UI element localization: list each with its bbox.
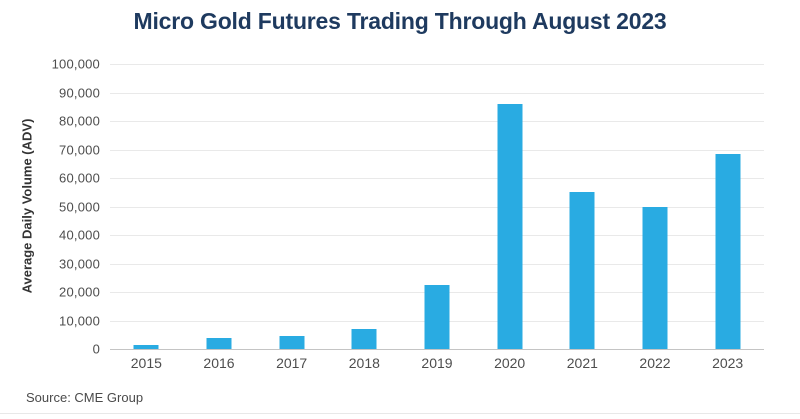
gridline-60000: [110, 178, 764, 179]
x-tick-2018: 2018: [348, 355, 380, 371]
gridline-80000: [110, 121, 764, 122]
y-tick-0: 0: [92, 341, 100, 357]
bar-2020: [497, 103, 523, 349]
x-tick-2015: 2015: [130, 355, 162, 371]
y-tick-90000: 90,000: [59, 85, 100, 100]
x-tick-2017: 2017: [276, 355, 308, 371]
y-tick-60000: 60,000: [59, 170, 100, 186]
y-tick-100000: 100,000: [51, 56, 100, 72]
x-tick-2022: 2022: [639, 355, 671, 371]
y-tick-40000: 40,000: [59, 227, 100, 243]
x-tick-2023: 2023: [712, 355, 744, 371]
gridline-50000: [110, 206, 764, 208]
x-tick-2019: 2019: [421, 355, 453, 371]
y-tick-50000: 50,000: [59, 199, 100, 214]
bar-2018: [351, 329, 377, 349]
bar-2016: [206, 337, 232, 349]
bar-2015: [133, 344, 159, 349]
y-tick-10000: 10,000: [59, 313, 100, 328]
x-tick-2021: 2021: [566, 355, 598, 371]
bar-2017: [279, 336, 305, 349]
gridline-40000: [110, 235, 764, 236]
chart-title: Micro Gold Futures Trading Through Augus…: [133, 8, 667, 34]
y-tick-80000: 80,000: [59, 113, 100, 129]
bottom-divider: [0, 413, 800, 414]
plot-area: [110, 64, 764, 350]
gridline-100000: [110, 64, 764, 65]
x-tick-2020: 2020: [494, 355, 526, 371]
x-tick-2016: 2016: [203, 355, 235, 371]
y-tick-70000: 70,000: [59, 142, 100, 157]
bar-2022: [642, 206, 668, 349]
y-axis-tick-labels: 0 10,000 20,000 30,000 40,000 50,000 60,000 70,…: [0, 57, 100, 357]
gridline-90000: [110, 92, 764, 94]
bar-2023: [715, 153, 741, 349]
gridline-30000: [110, 263, 764, 265]
y-tick-20000: 20,000: [59, 284, 100, 300]
bar-2021: [569, 192, 595, 349]
x-axis-tick-labels: 2015 2016 2017 2018 2019 2020 2021 2022 2023: [110, 355, 764, 373]
source-note: Source: CME Group: [26, 390, 144, 405]
bar-2019: [424, 284, 450, 349]
gridline-70000: [110, 149, 764, 151]
y-tick-30000: 30,000: [59, 256, 100, 271]
